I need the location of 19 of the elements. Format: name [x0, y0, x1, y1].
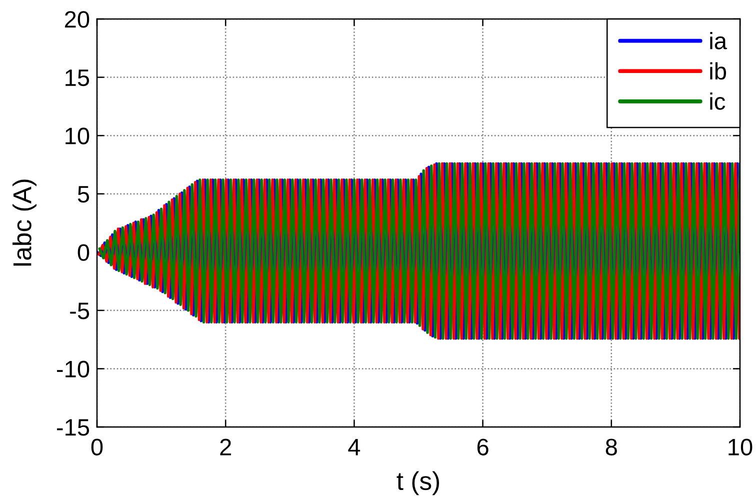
x-tick-label: 10	[728, 438, 752, 456]
x-tick-label: 0	[91, 438, 103, 456]
y-axis-title: Iabc (A)	[12, 180, 36, 266]
y-tick-label: -10	[56, 360, 90, 378]
x-axis-title: t (s)	[396, 471, 440, 496]
y-tick-label: -15	[56, 419, 90, 436]
x-tick-label: 8	[606, 438, 617, 456]
x-tick-label: 2	[220, 438, 231, 456]
x-tick-label: 6	[477, 438, 488, 456]
y-tick-label: 15	[66, 70, 90, 86]
y-tick-label: 5	[78, 186, 90, 203]
legend-label: ia	[710, 32, 728, 50]
legend-label: ic	[710, 92, 726, 110]
y-tick-label: 0	[78, 244, 90, 261]
legend-label: ib	[710, 62, 726, 80]
y-tick-label: -5	[70, 302, 90, 320]
y-tick-label: 20	[64, 11, 90, 28]
x-tick-label: 4	[348, 438, 360, 456]
y-tick-label: 10	[66, 128, 90, 144]
